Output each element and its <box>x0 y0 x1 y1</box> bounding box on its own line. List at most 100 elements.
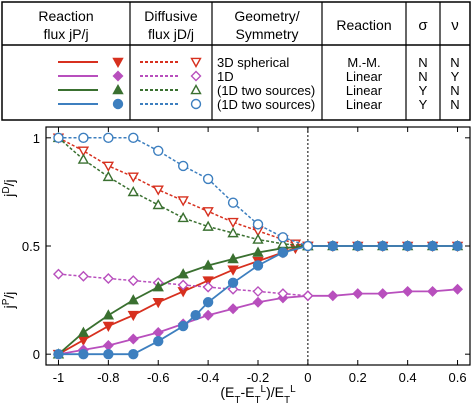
data-point-diffusive <box>102 272 114 284</box>
data-point-diffusive <box>202 281 214 293</box>
data-point-reaction <box>77 335 90 347</box>
legend-geometry: 3D spherical <box>217 55 289 70</box>
series-diffusive-circle <box>53 132 314 252</box>
data-point-diffusive <box>227 197 239 208</box>
data-point-diffusive <box>127 172 139 183</box>
series-line-diffusive <box>58 137 308 247</box>
data-point-reaction <box>177 268 189 279</box>
data-point-reaction <box>102 321 115 332</box>
y-tick-label: 0 <box>33 347 40 362</box>
data-point-diffusive <box>152 185 164 196</box>
header-sigma: σ <box>418 17 428 34</box>
legend-nu-value: N <box>450 83 459 98</box>
legend-geometry: (1D two sources) <box>217 97 315 112</box>
legend-sigma-value: Y <box>419 97 428 112</box>
data-point-reaction <box>53 348 64 360</box>
legend-table: Reaction flux jP/j Diffusive flux jD/j G… <box>1 1 471 121</box>
legend-reaction-type: Linear <box>346 97 383 112</box>
series-line-diffusive <box>58 137 309 247</box>
data-point-reaction <box>252 246 264 257</box>
legend-reaction-marker <box>112 84 124 95</box>
data-point-reaction <box>78 348 89 360</box>
data-point-reaction <box>327 240 339 252</box>
data-point-diffusive <box>227 227 239 238</box>
data-point-reaction <box>352 288 364 300</box>
y-axis-label-diffusive: jD/j <box>1 179 18 197</box>
header-diffusive-flux-line1: Diffusive <box>144 8 198 24</box>
data-point-diffusive <box>127 275 139 287</box>
data-point-diffusive <box>177 160 189 172</box>
data-point-diffusive <box>102 161 115 172</box>
data-point-diffusive <box>77 270 89 282</box>
data-point-reaction <box>402 285 414 297</box>
header-diffusive-flux-line2: flux jD/j <box>148 26 194 42</box>
legend-geometry: 1D <box>217 69 234 84</box>
x-tick-label: 0.4 <box>399 370 417 385</box>
data-point-reaction <box>427 285 439 297</box>
data-point-reaction <box>202 297 214 308</box>
legend-diffusive-marker <box>190 84 202 95</box>
axis-ticks: -1 -0.8 -0.6 -0.4 -0.2 0 0.2 0.4 0.6 0 0.5 1 <box>22 127 470 385</box>
data-point-diffusive <box>102 170 115 182</box>
chart: -1 -0.8 -0.6 -0.4 -0.2 0 0.2 0.4 0.6 0 0.5 1 (ET-ET… <box>1 126 471 403</box>
series-diffusive-triangle-up <box>52 131 314 251</box>
data-point-reaction <box>327 290 339 302</box>
legend-sigma-value: N <box>418 69 427 84</box>
data-point-diffusive <box>252 219 264 230</box>
legend-rows: 3D spherical M.-M. N N1D Linear N Y(1D two sou… <box>58 55 460 112</box>
data-point-diffusive <box>127 185 139 197</box>
legend-diffusive-marker <box>190 57 202 68</box>
data-point-reaction <box>402 240 413 252</box>
data-point-reaction <box>202 309 214 321</box>
legend-diffusive-marker <box>190 70 202 82</box>
header-reaction-flux-line1: Reaction <box>38 8 93 24</box>
x-tick-label: 0.6 <box>448 370 466 385</box>
data-point-reaction <box>152 327 164 339</box>
header-geometry-line1: Geometry/ <box>234 8 299 24</box>
data-point-diffusive <box>277 288 289 300</box>
data-point-reaction <box>190 310 201 321</box>
legend-nu-value: Y <box>451 69 460 84</box>
series-layer <box>52 131 464 361</box>
data-point-reaction <box>177 320 189 332</box>
data-point-reaction <box>128 348 139 360</box>
data-point-diffusive <box>277 232 289 243</box>
y-tick-label: 1 <box>33 131 40 146</box>
x-tick-label: -0.6 <box>147 370 169 385</box>
data-point-reaction <box>202 276 214 287</box>
data-point-reaction <box>152 281 164 292</box>
data-point-diffusive <box>77 146 90 157</box>
x-tick-label: -0.4 <box>197 370 219 385</box>
data-point-reaction <box>77 326 90 337</box>
data-point-reaction <box>227 265 239 276</box>
legend-row: (1D two sources) Linear Y N <box>58 97 460 112</box>
data-point-reaction <box>103 348 114 360</box>
header-reaction-flux-line2: flux jP/j <box>43 26 88 42</box>
x-tick-label: -0.2 <box>247 370 269 385</box>
data-point-reaction <box>152 297 164 309</box>
x-tick-label: 0.2 <box>349 370 367 385</box>
data-point-reaction <box>252 260 264 271</box>
legend-geometry: (1D two sources) <box>217 83 315 98</box>
legend-sigma-value: Y <box>419 83 428 98</box>
legend-row: 1D Linear N Y <box>58 69 460 84</box>
y-tick-label: 0.5 <box>22 239 40 254</box>
data-point-diffusive <box>103 132 114 144</box>
data-point-diffusive <box>53 132 64 144</box>
legend-nu-value: N <box>450 55 459 70</box>
data-point-reaction <box>127 294 139 305</box>
data-point-diffusive <box>202 220 214 231</box>
data-point-diffusive <box>128 132 139 144</box>
data-point-reaction <box>452 283 464 295</box>
x-tick-label: -0.8 <box>97 370 119 385</box>
legend-row: (1D two sources) Linear Y N <box>58 83 460 98</box>
legend-nu-value: N <box>450 97 459 112</box>
data-point-diffusive <box>152 198 164 210</box>
data-point-diffusive <box>77 153 90 164</box>
series-line-diffusive <box>58 137 309 247</box>
header-reaction: Reaction <box>336 17 391 33</box>
x-axis-label: (ET-ETL)/ETL <box>220 384 296 403</box>
data-point-reaction <box>153 336 164 347</box>
data-point-reaction <box>227 277 239 288</box>
data-point-reaction <box>202 259 214 270</box>
